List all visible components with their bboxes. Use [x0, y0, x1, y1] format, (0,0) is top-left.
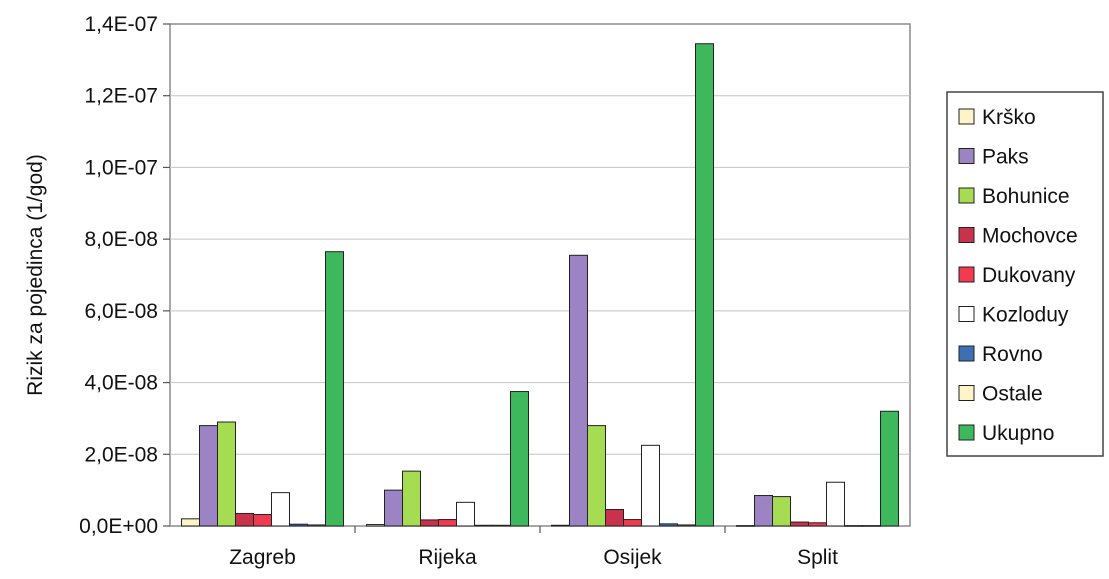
category-labels: Zagreb Rijeka Osijek Split: [229, 546, 838, 569]
legend-label: Bohunice: [982, 185, 1070, 208]
bar-mochovce-zagreb: [235, 512, 254, 527]
bar-dukovany-osijek: [623, 519, 642, 527]
bar-ostale-rijeka: [492, 524, 511, 527]
bar-ostale-zagreb: [307, 524, 326, 527]
bar-kr-ko-split: [736, 525, 755, 527]
legend-label: Rovno: [982, 343, 1043, 366]
bar-rovno-osijek: [659, 523, 678, 527]
bars: [181, 43, 899, 527]
bar-mochovce-split: [790, 521, 809, 527]
y-tick-label: 4,0E-08: [84, 372, 158, 395]
bar-bohunice-zagreb: [217, 421, 236, 527]
bar-mochovce-osijek: [605, 509, 624, 527]
y-tick-labels: 0,0E+00 2,0E-08 4,0E-08 6,0E-08 8,0E-08 1,0E-…: [79, 13, 158, 538]
legend-label: Mochovce: [982, 225, 1078, 248]
category-label: Osijek: [603, 546, 662, 569]
bar-paks-split: [754, 495, 773, 527]
bar-dukovany-zagreb: [253, 514, 272, 527]
bar-ukupno-rijeka: [510, 391, 529, 527]
legend-swatch: [958, 108, 975, 125]
bar-ostale-split: [862, 525, 881, 527]
bar-kr-ko-osijek: [551, 524, 570, 527]
legend-label: Ostale: [982, 383, 1043, 406]
legend-label: Ukupno: [982, 422, 1054, 445]
category-label: Zagreb: [229, 546, 296, 569]
y-tick-label: 2,0E-08: [84, 443, 158, 466]
plot-area: [169, 23, 911, 527]
bar-paks-zagreb: [199, 425, 218, 527]
y-tick-label: 6,0E-08: [84, 300, 158, 323]
y-tick-label: 8,0E-08: [84, 228, 158, 251]
legend-label: Krško: [982, 106, 1036, 129]
bar-kr-ko-rijeka: [366, 524, 385, 527]
y-tick-label: 1,0E-07: [84, 156, 158, 179]
bar-dukovany-split: [808, 522, 827, 527]
legend-swatch: [958, 227, 975, 243]
legend-label: Paks: [982, 146, 1029, 169]
legend-label: Dukovany: [982, 264, 1076, 287]
y-tick-label: 0,0E+00: [79, 515, 158, 538]
legend-swatch: [958, 385, 975, 401]
category-label: Rijeka: [418, 546, 477, 569]
y-tick-label: 1,4E-07: [84, 13, 158, 36]
bar-rovno-split: [844, 525, 863, 527]
bar-rovno-rijeka: [474, 524, 493, 527]
gridlines: [163, 23, 910, 533]
bar-bohunice-split: [772, 496, 791, 527]
y-tick-label: 1,2E-07: [84, 85, 158, 108]
legend-swatch: [958, 266, 975, 283]
bar-paks-osijek: [569, 254, 588, 527]
bar-kr-ko-zagreb: [181, 518, 200, 527]
legend-swatch: [958, 306, 975, 322]
legend-swatch: [958, 345, 975, 362]
bar-ostale-osijek: [677, 524, 696, 527]
legend-label: Kozloduy: [982, 304, 1069, 327]
bar-ukupno-split: [880, 410, 899, 527]
bar-ukupno-zagreb: [325, 251, 344, 527]
bar-kozloduy-osijek: [641, 444, 660, 527]
bar-bohunice-osijek: [587, 425, 606, 527]
bar-mochovce-rijeka: [420, 519, 439, 527]
legend-swatch: [958, 148, 975, 164]
bar-kozloduy-rijeka: [456, 501, 475, 527]
legend-swatch: [958, 187, 975, 204]
category-label: Split: [797, 546, 838, 569]
bar-kozloduy-zagreb: [271, 492, 290, 527]
bar-dukovany-rijeka: [438, 519, 457, 527]
legend-items: Krško Paks Bohunice Mochovce Dukovany Kozlodu…: [958, 106, 1078, 445]
bar-rovno-zagreb: [289, 523, 308, 527]
bar-paks-rijeka: [384, 489, 403, 527]
y-axis-title: Rizik za pojedinca (1/god): [24, 154, 47, 396]
legend: Krško Paks Bohunice Mochovce Dukovany Kozlodu…: [946, 91, 1104, 457]
bar-ukupno-osijek: [695, 43, 714, 527]
bar-bohunice-rijeka: [402, 470, 421, 527]
legend-swatch: [958, 424, 975, 441]
bar-kozloduy-split: [826, 481, 845, 527]
